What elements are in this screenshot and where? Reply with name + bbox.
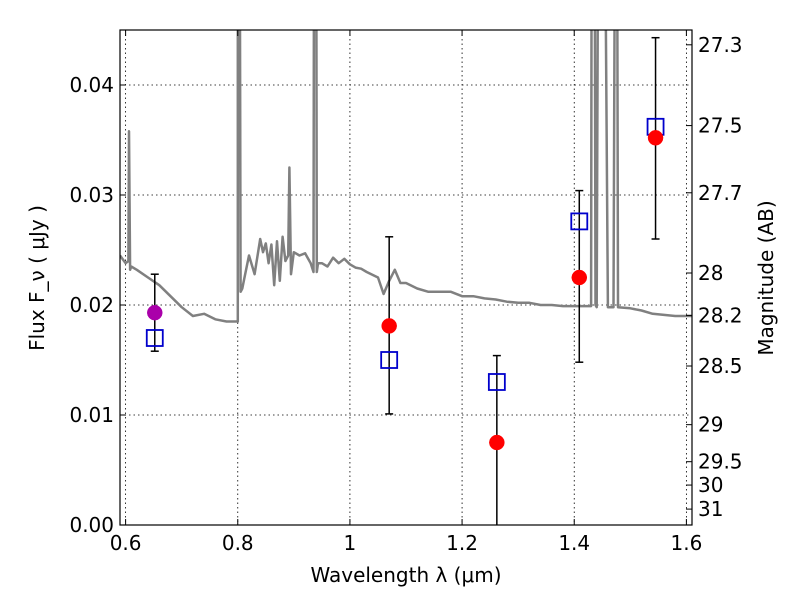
y2-tick-label: 27.5 bbox=[698, 114, 743, 138]
y2-tick-label: 27.7 bbox=[698, 181, 743, 205]
observed-photometry-point bbox=[571, 269, 588, 286]
y2-tick-label: 30 bbox=[698, 473, 723, 497]
y2-tick-label: 28 bbox=[698, 261, 723, 285]
model-photometry-square bbox=[570, 212, 589, 231]
y-tick-label: 0.01 bbox=[69, 403, 114, 427]
x-tick-label: 1 bbox=[344, 531, 357, 555]
sed-model-curve bbox=[120, 30, 692, 323]
observed-photometry-point bbox=[381, 318, 397, 334]
x-tick-label: 1.4 bbox=[558, 531, 590, 555]
observed-photometry-point bbox=[647, 130, 664, 146]
y2-tick-label: 29 bbox=[698, 413, 723, 437]
x-axis-label: Wavelength λ (μm) bbox=[310, 563, 501, 587]
model-photometry-square bbox=[380, 351, 399, 369]
model-photometry-square bbox=[145, 329, 164, 347]
observed-photometry-point bbox=[147, 304, 163, 321]
x-tick-label: 0.6 bbox=[110, 531, 142, 555]
y2-tick-label: 31 bbox=[698, 497, 723, 521]
y-tick-label: 0.04 bbox=[69, 73, 114, 97]
axes: 0.6 0.8 1 1.2 1.4 1.6 0.00 0.01 0.02 0.03 0.04 27.3… bbox=[69, 30, 743, 555]
plot-area bbox=[120, 30, 692, 525]
y2-tick-label: 28.2 bbox=[698, 303, 743, 327]
y2-tick-label: 29.5 bbox=[698, 450, 743, 474]
model-photometry-square bbox=[487, 373, 506, 391]
observed-photometry-point bbox=[489, 434, 505, 451]
x-tick-label: 0.8 bbox=[222, 531, 254, 555]
y2-tick-label: 27.3 bbox=[698, 33, 743, 57]
x-tick-label: 1.6 bbox=[670, 531, 702, 555]
y-tick-label: 0.00 bbox=[69, 513, 114, 537]
y2-axis-label: Magnitude (AB) bbox=[754, 200, 778, 355]
x-tick-label: 1.2 bbox=[446, 531, 478, 555]
y-tick-label: 0.03 bbox=[69, 183, 114, 207]
y-axis-label: Flux F_ν ( μJy ) bbox=[25, 205, 49, 351]
y2-tick-label: 28.5 bbox=[698, 354, 743, 378]
y-tick-label: 0.02 bbox=[69, 293, 114, 317]
plot-frame bbox=[119, 29, 693, 526]
